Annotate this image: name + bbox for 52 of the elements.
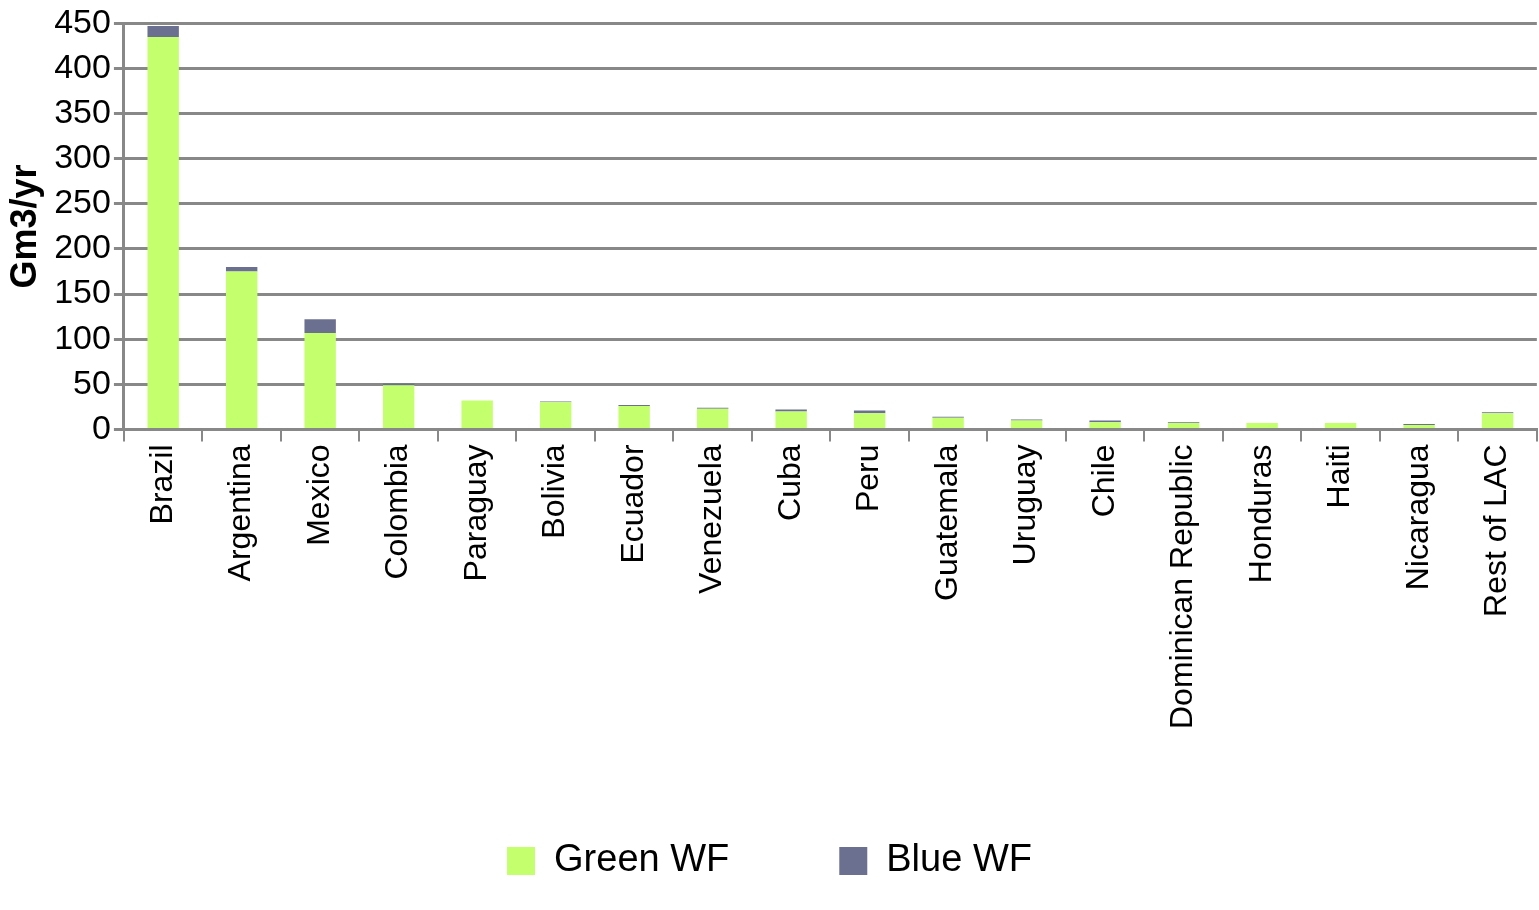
bar	[461, 400, 493, 428]
y-tick-label: 250	[54, 182, 111, 221]
x-tick-label: Chile	[1084, 444, 1121, 518]
y-tick-label: 450	[54, 1, 111, 40]
bar	[304, 319, 336, 333]
bar	[696, 408, 729, 428]
x-tick-label: Cuba	[770, 444, 807, 521]
bar	[1010, 420, 1043, 428]
bar	[1089, 422, 1121, 428]
x-tick-label: Dominican Republic	[1163, 444, 1200, 729]
bar	[1246, 423, 1278, 428]
bar	[775, 411, 807, 428]
y-tick-label: 100	[54, 317, 111, 356]
y-tick-label: 150	[54, 272, 111, 311]
y-tick-label: 300	[54, 137, 111, 176]
bar	[147, 36, 179, 428]
bar	[225, 267, 258, 272]
x-tick-label: Brazil	[143, 444, 179, 525]
x-tick-label: Nicaragua	[1398, 444, 1435, 591]
y-axis-title: Gm3/yr	[2, 164, 44, 289]
x-tick-label: Argentina	[221, 444, 258, 582]
x-tick-label: Honduras	[1241, 444, 1278, 584]
x-tick-label: Guatemala	[927, 444, 964, 601]
bar	[618, 405, 650, 428]
y-tick-label: 200	[54, 227, 111, 266]
y-tick-label: 400	[54, 46, 111, 85]
bar	[1167, 423, 1200, 428]
legend-label: Green WF	[554, 837, 730, 880]
bar	[932, 417, 964, 428]
bar	[225, 271, 258, 428]
bar	[304, 332, 336, 428]
x-tick-label: Ecuador	[613, 444, 650, 564]
bar	[853, 410, 886, 414]
bar	[1481, 413, 1514, 428]
x-tick-label: Venezuela	[692, 444, 729, 594]
y-tick-label: 350	[54, 92, 111, 130]
bar	[853, 413, 886, 428]
legend-label: Blue WF	[886, 837, 1032, 880]
x-tick-label: Peru	[849, 444, 886, 513]
y-tick-label: 50	[73, 362, 111, 401]
x-tick-label: Rest of LAC	[1477, 444, 1514, 617]
x-tick-label: Mexico	[299, 444, 336, 546]
x-tick-label: Colombia	[378, 444, 415, 580]
bar	[1324, 423, 1357, 428]
x-tick-label: Paraguay	[456, 444, 493, 582]
bar	[147, 26, 179, 37]
x-tick-label: Bolivia	[535, 444, 572, 539]
bar	[539, 402, 572, 428]
x-tick-label: Haiti	[1320, 444, 1357, 509]
x-tick-label: Uruguay	[1006, 444, 1043, 566]
bar	[382, 385, 415, 428]
y-tick-label: 0	[92, 407, 111, 446]
